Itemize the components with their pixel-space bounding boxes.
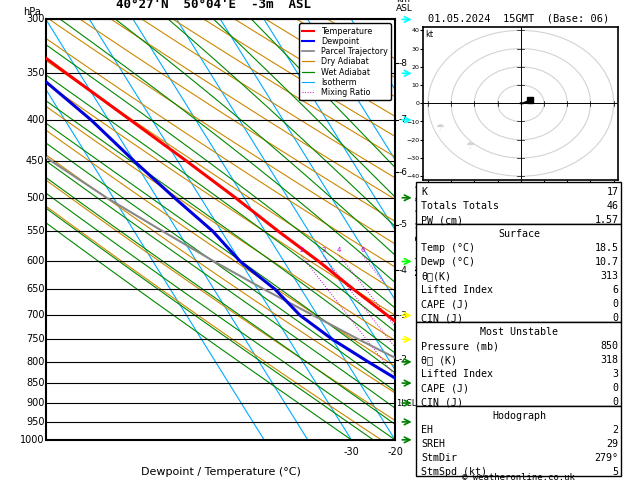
Text: 750: 750	[26, 334, 45, 345]
Text: 450: 450	[26, 156, 45, 166]
Text: 900: 900	[26, 398, 45, 408]
Text: Dewpoint / Temperature (°C): Dewpoint / Temperature (°C)	[140, 467, 301, 477]
Text: 4: 4	[337, 247, 342, 254]
Text: Lifted Index: Lifted Index	[421, 285, 493, 295]
Text: -20: -20	[387, 448, 403, 457]
Text: Pressure (mb): Pressure (mb)	[421, 341, 499, 351]
Text: 2: 2	[612, 425, 618, 435]
Text: 6: 6	[360, 247, 365, 254]
Text: 17: 17	[606, 187, 618, 197]
Text: 800: 800	[26, 357, 45, 367]
Text: 350: 350	[26, 68, 45, 78]
Text: -6: -6	[399, 168, 408, 177]
Text: 600: 600	[26, 257, 45, 266]
Text: SREH: SREH	[421, 439, 445, 449]
Text: 550: 550	[26, 226, 45, 236]
Text: 1000: 1000	[20, 435, 45, 445]
Text: -5: -5	[399, 220, 408, 229]
Text: EH: EH	[421, 425, 433, 435]
Text: Surface: Surface	[498, 229, 540, 239]
Text: K: K	[421, 187, 428, 197]
Text: 01.05.2024  15GMT  (Base: 06): 01.05.2024 15GMT (Base: 06)	[428, 14, 610, 24]
Text: 950: 950	[26, 417, 45, 427]
Text: 40°27'N  50°04'E  -3m  ASL: 40°27'N 50°04'E -3m ASL	[116, 0, 311, 11]
Text: ☂: ☂	[435, 122, 444, 133]
Text: kt: kt	[426, 30, 434, 39]
Text: CIN (J): CIN (J)	[421, 313, 464, 323]
Text: 1LCL: 1LCL	[396, 399, 416, 408]
Text: 0: 0	[612, 313, 618, 323]
Text: km
ASL: km ASL	[396, 0, 413, 13]
Text: 6: 6	[612, 285, 618, 295]
Text: 850: 850	[26, 378, 45, 388]
Text: 700: 700	[26, 310, 45, 320]
Text: -4: -4	[399, 265, 408, 275]
Text: PW (cm): PW (cm)	[421, 215, 464, 225]
Text: 318: 318	[600, 355, 618, 365]
Text: Hodograph: Hodograph	[492, 411, 546, 421]
Text: StmDir: StmDir	[421, 453, 457, 463]
Text: 500: 500	[26, 193, 45, 203]
Text: 18.5: 18.5	[594, 243, 618, 253]
Text: CAPE (J): CAPE (J)	[421, 383, 469, 393]
Text: θᴇ (K): θᴇ (K)	[421, 355, 457, 365]
Text: 400: 400	[26, 115, 45, 125]
Text: StmSpd (kt): StmSpd (kt)	[421, 467, 487, 477]
Text: -30: -30	[343, 448, 359, 457]
Text: -2: -2	[399, 355, 408, 364]
Text: 279°: 279°	[594, 453, 618, 463]
Text: ☂: ☂	[465, 141, 474, 151]
Text: 0: 0	[612, 397, 618, 407]
Text: 0: 0	[612, 299, 618, 309]
Text: θᴇ(K): θᴇ(K)	[421, 271, 452, 281]
Text: -8: -8	[399, 59, 408, 68]
Text: 300: 300	[26, 15, 45, 24]
Text: 850: 850	[600, 341, 618, 351]
Text: Temp (°C): Temp (°C)	[421, 243, 476, 253]
Text: Mixing Ratio (g/kg): Mixing Ratio (g/kg)	[416, 184, 426, 276]
Text: -7: -7	[399, 115, 408, 124]
Text: © weatheronline.co.uk: © weatheronline.co.uk	[462, 473, 576, 482]
Text: 2: 2	[299, 247, 304, 254]
Text: Totals Totals: Totals Totals	[421, 201, 499, 211]
Text: CIN (J): CIN (J)	[421, 397, 464, 407]
Text: 5: 5	[612, 467, 618, 477]
Text: -3: -3	[399, 311, 408, 320]
Text: 650: 650	[26, 284, 45, 295]
Text: 0: 0	[612, 383, 618, 393]
Text: Most Unstable: Most Unstable	[480, 327, 558, 337]
Legend: Temperature, Dewpoint, Parcel Trajectory, Dry Adiabat, Wet Adiabat, Isotherm, Mi: Temperature, Dewpoint, Parcel Trajectory…	[299, 23, 391, 100]
Text: 3: 3	[321, 247, 325, 254]
Text: 1.57: 1.57	[594, 215, 618, 225]
Text: 313: 313	[600, 271, 618, 281]
Text: CAPE (J): CAPE (J)	[421, 299, 469, 309]
Text: Dewp (°C): Dewp (°C)	[421, 257, 476, 267]
Text: hPa: hPa	[23, 7, 41, 17]
Text: 46: 46	[606, 201, 618, 211]
Text: Lifted Index: Lifted Index	[421, 369, 493, 379]
Text: 29: 29	[606, 439, 618, 449]
Text: 10.7: 10.7	[594, 257, 618, 267]
Text: 3: 3	[612, 369, 618, 379]
